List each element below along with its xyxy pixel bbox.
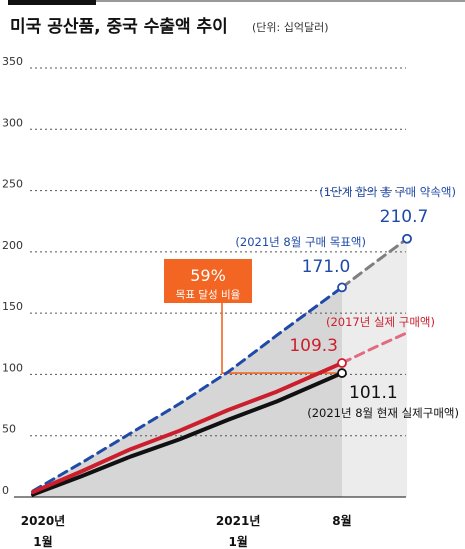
x-tick-label: 2020년 — [21, 514, 65, 528]
red-value: 109.3 — [289, 336, 338, 356]
y-tick-label: 0 — [2, 484, 9, 497]
chart-title: 미국 공산품, 중국 수출액 추이 — [10, 17, 228, 37]
ratio-connector-line — [221, 303, 342, 374]
area-fills — [33, 238, 408, 497]
y-tick-label: 350 — [2, 55, 23, 68]
ratio-callout: 59% 목표 달성 비율 — [164, 259, 252, 303]
black-label: (2021년 8월 현재 실제구매액) — [307, 406, 459, 420]
x-tick-label: 8월 — [332, 513, 351, 528]
black-value: 101.1 — [349, 383, 398, 403]
chart-subtitle: (단위: 십억달러) — [252, 21, 329, 34]
series-line-2017 — [31, 361, 344, 495]
y-tick-label: 100 — [2, 361, 23, 374]
y-axis: 0 50 100 150 200 250 300 350 — [2, 55, 23, 497]
y-tick-label: 300 — [2, 116, 23, 129]
series-line-actual — [31, 371, 344, 497]
series-line-promise — [31, 285, 344, 493]
ratio-box — [164, 259, 252, 303]
ratio-connector — [221, 303, 342, 374]
y-tick-label: 50 — [2, 423, 16, 436]
series-line-promise-trend — [340, 237, 409, 289]
target-label: (2021년 8월 구매 목표액) — [235, 235, 366, 249]
y-tick-label: 150 — [2, 300, 23, 313]
promise-value: 210.7 — [380, 207, 429, 227]
header-bar — [8, 0, 96, 5]
target-value: 171.0 — [302, 257, 351, 277]
marker-2017 — [337, 358, 347, 368]
x-axis: 2020년 1월 2021년 1월 8월 — [21, 513, 352, 549]
series-line-red-trend — [340, 331, 409, 365]
ratio-label: 목표 달성 비율 — [176, 289, 241, 301]
x-tick-label-sub: 1월 — [33, 534, 52, 549]
marker-promise — [402, 233, 412, 244]
area-fill-actual — [33, 287, 342, 497]
series-markers — [337, 233, 412, 378]
marker-actual — [337, 368, 347, 378]
y-tick-label: 200 — [2, 239, 23, 252]
promise-label: (1단계 합의 총 구매 약속액) — [319, 185, 456, 199]
y-tick-label: 250 — [2, 178, 23, 191]
red-label: (2017년 실제 구매액) — [326, 315, 435, 329]
area-fill-future — [342, 238, 408, 497]
x-tick-label-sub: 1월 — [228, 534, 247, 549]
grid — [14, 67, 406, 498]
series-lines — [31, 237, 409, 497]
marker-target — [337, 282, 347, 293]
ratio-value: 59% — [190, 266, 226, 285]
x-tick-label: 2021년 — [216, 514, 260, 528]
